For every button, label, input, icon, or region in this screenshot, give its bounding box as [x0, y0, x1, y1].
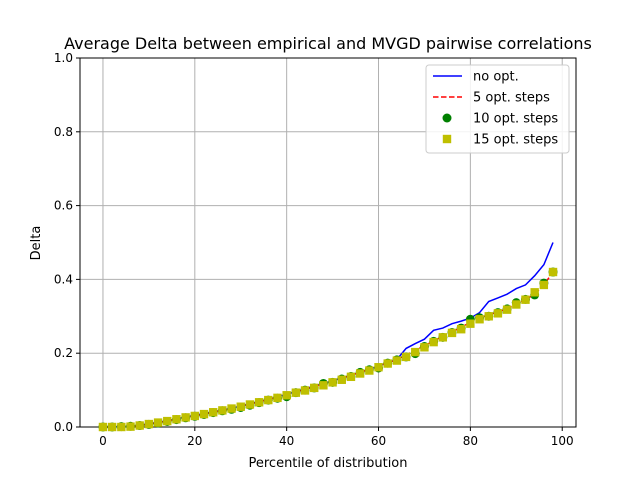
data-point — [346, 372, 356, 382]
data-point — [411, 347, 420, 357]
data-point — [236, 402, 245, 411]
data-point — [383, 359, 392, 368]
legend-swatch — [442, 134, 452, 144]
data-point — [392, 356, 402, 365]
plot-area-frame — [79, 57, 577, 428]
y-tick-label: 0.2 — [54, 346, 73, 360]
data-point — [328, 378, 337, 387]
y-tick-label: 0.6 — [54, 199, 73, 213]
data-point — [310, 383, 319, 393]
data-point — [429, 337, 438, 347]
x-tick-label: 20 — [187, 434, 202, 448]
data-point — [208, 408, 218, 417]
data-point — [98, 422, 108, 432]
legend-label: no opt. — [473, 70, 519, 85]
data-point — [172, 415, 181, 424]
legend-swatch — [442, 113, 452, 123]
data-point — [539, 280, 549, 290]
data-point — [355, 369, 365, 378]
legend-label: 10 opt. steps — [473, 112, 558, 127]
legend-frame — [425, 64, 570, 154]
data-point — [254, 398, 264, 407]
data-point — [144, 419, 154, 429]
data-point — [245, 400, 255, 409]
data-point — [475, 315, 484, 324]
data-point — [502, 305, 512, 314]
legend-entry-15-opt-steps: 15 opt. steps — [442, 133, 558, 148]
data-point — [521, 295, 530, 304]
data-point — [190, 411, 200, 421]
data-point — [365, 366, 374, 375]
legend-label: 5 opt. steps — [473, 91, 550, 106]
x-tick-label: 0 — [99, 434, 107, 448]
x-tick-label: 80 — [463, 434, 478, 448]
series-10-opt-steps — [98, 267, 558, 432]
data-point — [291, 388, 301, 397]
data-point — [264, 395, 273, 405]
data-point — [153, 418, 163, 427]
data-point — [493, 309, 503, 318]
data-point — [374, 363, 383, 372]
series-no-opt — [103, 242, 554, 428]
y-tick-label: 0.4 — [54, 272, 73, 286]
data-point — [135, 421, 144, 430]
legend-entry-no-opt: no opt. — [433, 70, 519, 85]
x-tick-label: 40 — [279, 434, 294, 448]
data-point — [447, 328, 457, 338]
y-tick-label: 0.0 — [54, 420, 73, 434]
x-axis-ticks: 0 20 40 60 80 100 — [99, 427, 574, 448]
data-point — [227, 404, 236, 413]
data-point — [126, 422, 135, 431]
series-line — [103, 271, 554, 428]
data-point — [199, 409, 209, 419]
legend-entry-5-opt-steps: 5 opt. steps — [433, 91, 550, 106]
data-point — [337, 375, 346, 384]
data-point — [548, 267, 558, 277]
y-tick-label: 1.0 — [54, 51, 73, 65]
y-axis-label: Delta — [29, 226, 44, 261]
data-point — [218, 406, 227, 415]
series-15-opt-steps — [98, 267, 558, 432]
data-point — [466, 319, 475, 328]
legend-label: 15 opt. steps — [473, 133, 558, 148]
series — [98, 242, 558, 432]
data-point — [282, 391, 291, 400]
data-point — [319, 381, 328, 390]
data-point — [300, 386, 310, 395]
y-axis-ticks: 0.0 0.2 0.4 0.6 0.8 1.0 — [54, 51, 80, 434]
data-point — [107, 422, 117, 432]
series-line — [103, 242, 554, 428]
x-tick-label: 100 — [551, 434, 574, 448]
data-point — [401, 352, 411, 362]
data-point — [273, 393, 282, 403]
data-point — [530, 288, 539, 297]
x-tick-label: 60 — [371, 434, 386, 448]
chart-title: Average Delta between empirical and MVGD… — [64, 34, 592, 53]
legend-entry-10-opt-steps: 10 opt. steps — [442, 112, 558, 127]
data-point — [512, 300, 521, 309]
series-5-opt-steps — [103, 271, 554, 428]
data-point — [117, 422, 126, 432]
x-axis-label: Percentile of distribution — [248, 456, 407, 471]
data-point — [163, 416, 172, 426]
legend: no opt. 5 opt. steps 10 opt. steps 15 opt. … — [425, 64, 570, 154]
data-point — [438, 333, 448, 342]
data-point — [484, 312, 493, 321]
y-tick-label: 0.8 — [54, 125, 73, 139]
data-point — [181, 413, 190, 422]
data-point — [456, 325, 466, 334]
data-point — [420, 343, 429, 352]
